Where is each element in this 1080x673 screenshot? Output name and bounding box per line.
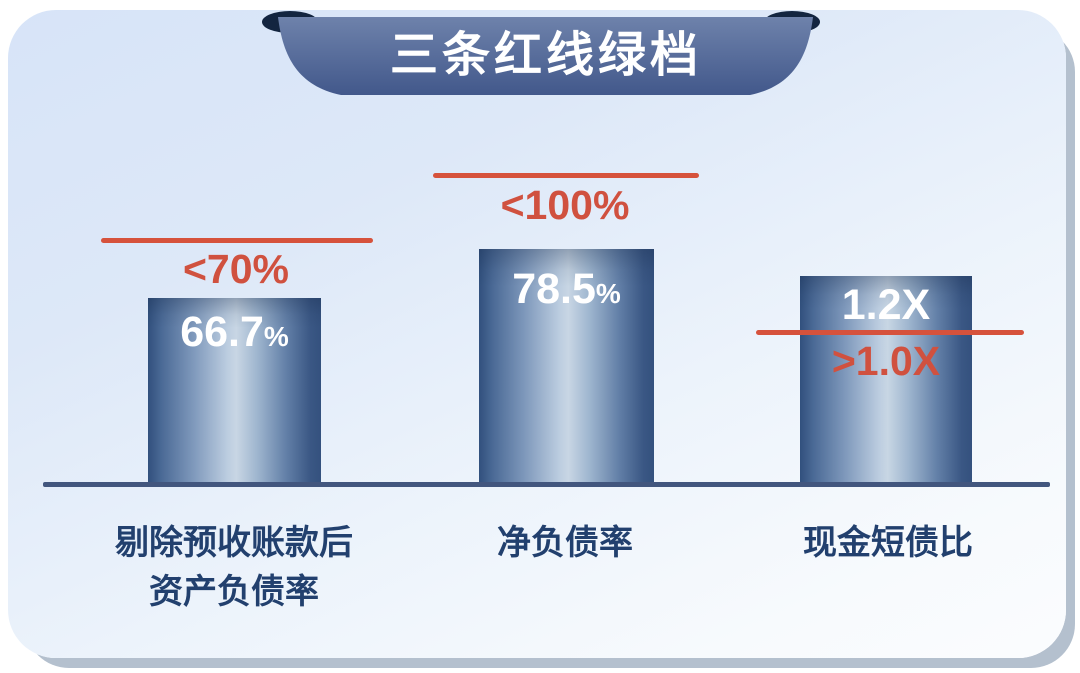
chart-title: 三条红线绿档 [389,29,702,82]
bar-asset-liability [148,298,321,483]
bar-value-net-debt: 78.5% [479,266,654,317]
category-label-line1: 剔除预收账款后 [115,524,353,562]
category-label-net-debt: 净负债率 [415,519,715,568]
bar-value-unit: % [595,278,621,309]
bar-net-debt [479,249,654,483]
bar-value-cash-short-debt: 1.2X [800,282,972,333]
category-label-line1: 现金短债比 [803,524,973,562]
threshold-line-net-debt [433,173,699,178]
category-label-line1: 净负债率 [497,524,633,562]
category-label-asset-liability: 剔除预收账款后 资产负债率 [48,519,420,617]
bar-value-number: 78.5 [512,265,596,313]
bar-cash-short-debt [800,276,972,483]
threshold-label-net-debt: <100% [500,182,630,228]
ribbon-body [278,17,813,95]
threshold-label-asset-liability: <70% [182,246,289,292]
title-ribbon: 三条红线绿档 [256,10,826,102]
chart-card: 三条红线绿档 <70% 66.7% 剔除预收账款后 资产负债率 <100% 78… [8,10,1066,658]
ribbon-banner-shape [262,11,820,95]
threshold-label-cash-short-debt: >1.0X [831,338,941,384]
bar-value-asset-liability: 66.7% [148,309,321,360]
bar-value-number: 66.7 [180,308,264,356]
category-label-line2: 资产负债率 [149,573,319,611]
threshold-line-asset-liability [101,238,373,243]
axis-line [43,482,1050,487]
threshold-line-cash-short-debt [756,330,1024,335]
category-label-cash-short-debt: 现金短债比 [738,519,1038,568]
bar-value-number: 1.2X [841,281,931,329]
bar-value-unit: % [263,321,289,352]
